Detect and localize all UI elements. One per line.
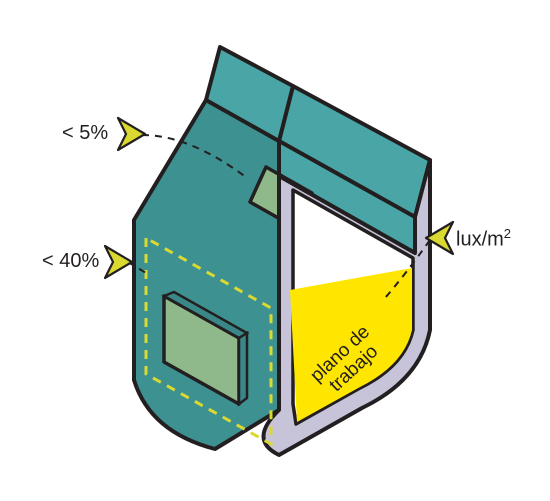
arrow-wall <box>105 246 132 278</box>
arrow-roof <box>118 118 145 150</box>
label-lux-sup: 2 <box>504 226 511 241</box>
lighting-diagram: plano de trabajo < 5% < 40% lux/m2 <box>0 0 550 501</box>
label-lux-base: lux/m <box>456 229 504 251</box>
label-lux: lux/m2 <box>456 226 511 252</box>
wall-window-reveal-side <box>239 333 247 404</box>
label-wall-pct: < 40% <box>42 250 99 273</box>
label-roof-pct: < 5% <box>62 122 108 145</box>
